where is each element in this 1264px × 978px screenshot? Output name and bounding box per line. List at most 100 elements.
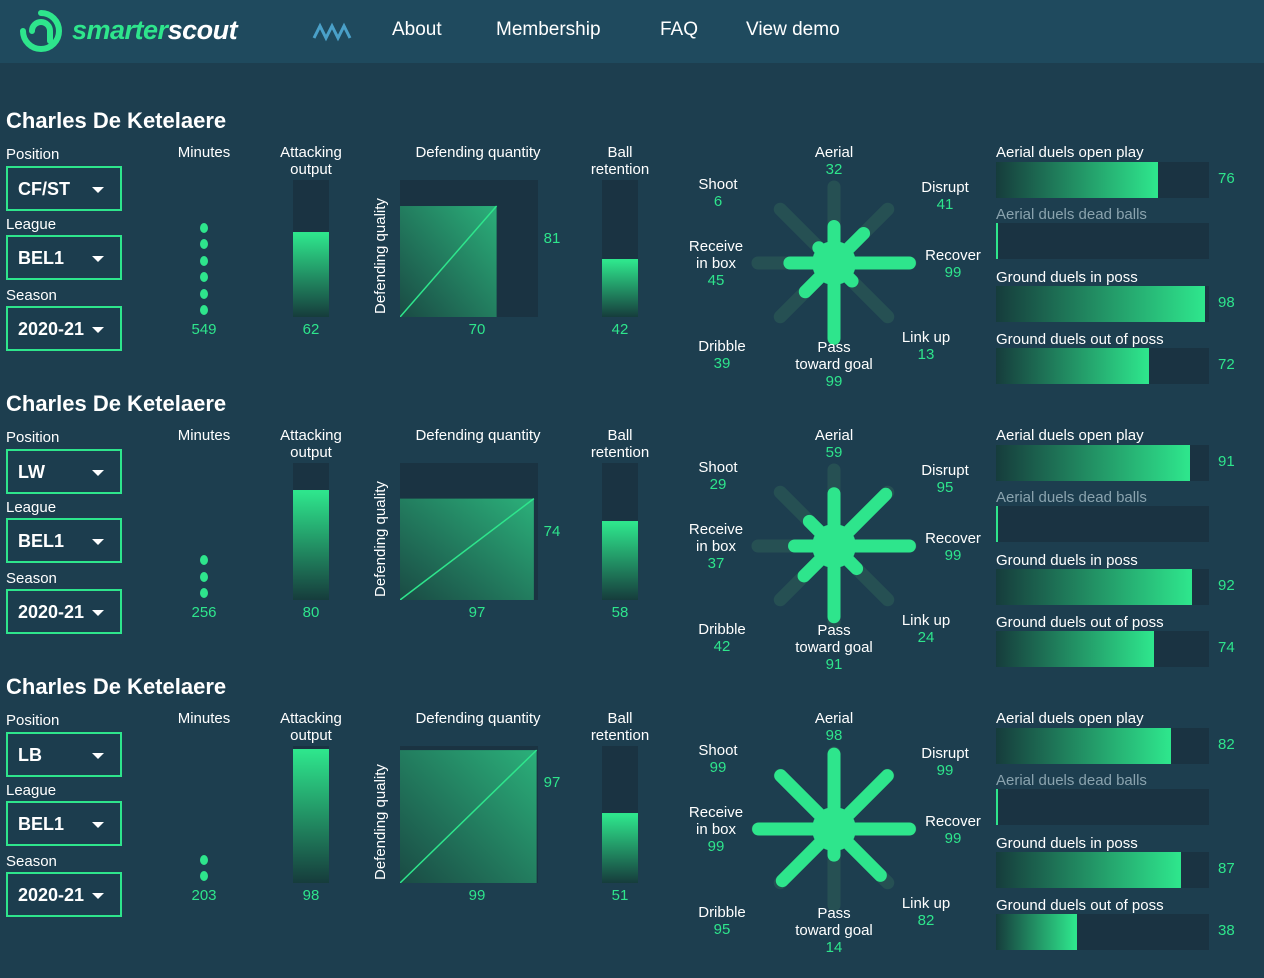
league-select[interactable]: BEL1 (6, 235, 122, 280)
duel-label-ground-in: Ground duels in poss (996, 552, 1138, 569)
position-select[interactable]: LW (6, 449, 122, 494)
star-value-aerial: 32 (825, 161, 843, 178)
star-value-shoot: 6 (713, 193, 723, 210)
star-label-text: toward goal (795, 922, 873, 939)
duel-bar-ground-out (996, 914, 1209, 950)
star-value-dribble: 39 (713, 355, 731, 372)
league-value: BEL1 (18, 531, 65, 551)
star-label-text: Dribble (698, 338, 746, 355)
duel-bar-fill (996, 348, 1150, 384)
star-label-text: in box (695, 821, 737, 838)
league-select[interactable]: BEL1 (6, 518, 122, 563)
star-label-disrupt: Disrupt 99 (906, 745, 984, 779)
star-label-text: Recover (925, 247, 981, 264)
attacking-output-value: 80 (302, 604, 320, 621)
nav-view-demo[interactable]: View demo (746, 19, 840, 40)
star-value-pass-toward-goal: 99 (825, 373, 843, 390)
smarterscout-logo[interactable]: smarterscout (16, 9, 266, 55)
defending-chart (400, 463, 538, 600)
duel-label-aerial-open: Aerial duels open play (996, 710, 1144, 727)
defending-quantity-value: 70 (468, 321, 486, 338)
duel-bar-aerial-dead (996, 789, 1209, 825)
chevron-down-icon (92, 822, 104, 828)
defending-quantity-title: Defending quantity (415, 427, 541, 444)
star-label-text: Shoot (698, 459, 738, 476)
season-label: Season (6, 570, 57, 587)
attacking-output-bar (293, 463, 329, 600)
logo-mark-icon (20, 10, 62, 52)
style-star-chart (751, 463, 917, 629)
league-select[interactable]: BEL1 (6, 801, 122, 846)
player-name: Charles De Ketelaere (6, 391, 227, 416)
chevron-down-icon (92, 327, 104, 333)
logo-text-scout: scout (167, 15, 238, 45)
season-value: 2020-21 (18, 602, 85, 622)
minutes-dot (200, 305, 208, 315)
star-value-shoot: 99 (709, 759, 727, 776)
ball-retention-title-2: retention (590, 727, 650, 744)
star-value-receive-in-box: 37 (707, 555, 725, 572)
star-label-text: toward goal (795, 639, 873, 656)
defending-quality-axis-label: Defending quality (372, 764, 389, 880)
player-section: Charles De Ketelaere Position LB League BEL1… (0, 674, 1264, 957)
season-value: 2020-21 (18, 319, 85, 339)
position-select[interactable]: LB (6, 732, 122, 777)
defending-quantity-title: Defending quantity (415, 144, 541, 161)
nav-faq[interactable]: FAQ (660, 19, 699, 40)
duel-bar-fill (996, 569, 1192, 605)
duel-bar-fill (996, 789, 998, 825)
star-value-dribble: 95 (713, 921, 731, 938)
duel-value-ground-out: 72 (1218, 356, 1235, 373)
star-value-disrupt: 95 (936, 479, 954, 496)
defending-chart (400, 746, 538, 883)
defending-quality-value: 97 (543, 774, 561, 792)
position-value: LW (18, 462, 45, 482)
defending-diagonal (400, 205, 498, 317)
defending-quality-axis-label: Defending quality (372, 198, 389, 314)
season-label: Season (6, 287, 57, 304)
attacking-output-title: Attacking (280, 710, 342, 727)
duel-bar-ground-out (996, 631, 1209, 667)
minutes-title: Minutes (177, 427, 231, 444)
duel-value-aerial-open: 91 (1218, 453, 1235, 470)
season-select[interactable]: 2020-21 (6, 306, 122, 351)
ball-retention-fill (602, 520, 638, 600)
position-value: CF/ST (18, 179, 70, 199)
nav-about[interactable]: About (392, 19, 442, 40)
duel-bar-ground-in (996, 569, 1209, 605)
star-label-dribble: Dribble 39 (682, 338, 762, 372)
nav-membership[interactable]: Membership (496, 19, 601, 40)
star-value-recover: 99 (944, 830, 962, 847)
style-star-chart (751, 746, 917, 912)
minutes-dot (200, 272, 208, 282)
defending-diagonal (400, 498, 535, 600)
minutes-dot (200, 222, 208, 233)
duel-value-ground-out: 74 (1218, 639, 1235, 656)
attacking-output-title-2: output (290, 444, 332, 461)
duel-label-aerial-open: Aerial duels open play (996, 427, 1144, 444)
star-value-link-up: 13 (917, 346, 935, 363)
star-label-receive-in-box: Receive in box 37 (676, 521, 756, 572)
ball-retention-fill (602, 813, 638, 883)
player-section: Charles De Ketelaere Position LW League BEL1… (0, 391, 1264, 674)
star-label-receive-in-box: Receive in box 45 (676, 238, 756, 289)
chevron-down-icon (92, 610, 104, 616)
season-select[interactable]: 2020-21 (6, 589, 122, 634)
ball-retention-title-2: retention (590, 161, 650, 178)
season-select[interactable]: 2020-21 (6, 872, 122, 917)
star-label-text: Shoot (698, 742, 738, 759)
position-value: LB (18, 745, 42, 765)
waveform-icon[interactable] (312, 20, 352, 42)
ball-retention-title: Ball (607, 144, 633, 161)
star-value-disrupt: 41 (936, 196, 954, 213)
position-select[interactable]: CF/ST (6, 166, 122, 211)
star-label-pass-toward-goal: Pass toward goal 14 (784, 905, 884, 956)
minutes-dot (200, 555, 208, 565)
defending-quantity-title: Defending quantity (415, 710, 541, 727)
defending-svg (400, 749, 538, 883)
star-label-text: Receive (688, 521, 744, 538)
defending-quality-value: 74 (543, 522, 561, 540)
star-label-text: Dribble (698, 621, 746, 638)
attacking-output-title: Attacking (280, 144, 342, 161)
star-label-text: in box (695, 538, 737, 555)
